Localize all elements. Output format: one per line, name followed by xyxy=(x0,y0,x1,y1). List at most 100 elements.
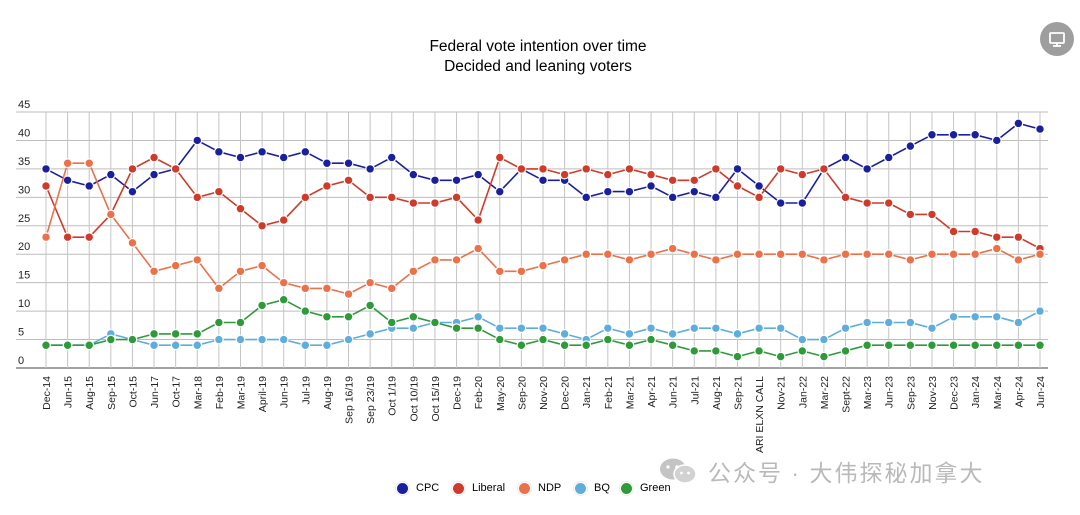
data-point xyxy=(473,243,484,254)
y-tick-label: 25 xyxy=(18,213,30,225)
data-point xyxy=(84,158,95,169)
x-tick-label: Mar-24 xyxy=(992,376,1004,409)
legend-label: NDP xyxy=(538,482,562,494)
x-tick-label: ARI ELXN CALL xyxy=(754,376,766,453)
data-point xyxy=(624,328,635,339)
data-point xyxy=(127,186,138,197)
data-point xyxy=(494,266,505,277)
data-point xyxy=(883,249,894,260)
data-point xyxy=(84,181,95,191)
legend-item-green[interactable]: Green xyxy=(620,478,671,498)
y-tick-label: 35 xyxy=(18,156,30,168)
x-tick-label: Jan-24 xyxy=(970,376,982,408)
data-point xyxy=(927,129,937,140)
x-tick-label: Mar-22 xyxy=(819,376,831,409)
data-point xyxy=(278,152,289,163)
data-point xyxy=(559,169,570,180)
x-tick-label: Aug-15 xyxy=(84,376,96,410)
chart-menu-button[interactable] xyxy=(1040,22,1074,56)
x-tick-label: Jun-21 xyxy=(668,376,680,408)
legend-label: Green xyxy=(640,482,671,494)
data-point xyxy=(278,277,289,288)
data-point xyxy=(149,169,159,180)
data-point xyxy=(430,317,440,328)
x-tick-label: Oct 15/19 xyxy=(430,376,442,422)
legend-swatch xyxy=(396,481,409,495)
data-point xyxy=(127,237,138,248)
data-point xyxy=(41,163,51,174)
data-point xyxy=(538,334,548,345)
data-point xyxy=(300,192,311,203)
data-point xyxy=(775,198,786,208)
data-point xyxy=(819,255,829,265)
data-point xyxy=(322,283,332,294)
data-point xyxy=(754,249,764,260)
legend-item-cpc[interactable]: CPC xyxy=(396,478,439,498)
data-point xyxy=(883,198,894,208)
legend-item-bq[interactable]: BQ xyxy=(574,478,610,498)
data-point xyxy=(667,340,678,351)
data-point xyxy=(775,163,786,174)
data-point xyxy=(105,209,116,220)
y-tick-label: 45 xyxy=(18,99,30,111)
x-tick-label: Nov-20 xyxy=(538,376,550,410)
data-point xyxy=(754,323,764,334)
data-point xyxy=(624,186,635,197)
data-point xyxy=(927,323,937,334)
data-point xyxy=(257,300,267,311)
data-point xyxy=(862,340,873,351)
data-point xyxy=(105,169,116,180)
y-axis: 0 5 10 15 20 25 30 35 40 45 xyxy=(18,99,30,367)
x-tick-label: Jun-17 xyxy=(149,376,161,408)
data-point xyxy=(322,340,332,351)
y-tick-label: 5 xyxy=(18,327,24,339)
data-point xyxy=(797,346,808,356)
data-point xyxy=(451,192,462,203)
data-point xyxy=(646,334,656,345)
data-point xyxy=(192,340,203,351)
data-point xyxy=(862,249,873,260)
data-point xyxy=(213,334,224,345)
data-point xyxy=(386,192,397,203)
x-tick-label: Jun-23 xyxy=(884,376,896,408)
data-point xyxy=(559,328,570,339)
data-point xyxy=(84,340,95,351)
data-point xyxy=(494,152,505,163)
data-point xyxy=(970,129,981,140)
x-tick-label: Oct 1/19 xyxy=(387,376,399,416)
data-point xyxy=(667,328,678,339)
y-tick-label: 20 xyxy=(18,241,30,253)
data-point xyxy=(365,328,376,339)
legend-item-ndp[interactable]: NDP xyxy=(518,478,561,498)
data-point xyxy=(192,192,203,203)
data-point xyxy=(927,340,937,351)
data-point xyxy=(538,323,548,334)
data-point xyxy=(602,169,613,180)
data-point xyxy=(689,249,700,260)
data-point xyxy=(948,311,959,322)
legend-swatch xyxy=(620,481,633,495)
x-tick-label: Oct 10/19 xyxy=(408,376,420,422)
data-point xyxy=(581,249,592,260)
data-point xyxy=(819,351,829,362)
legend-item-liberal[interactable]: Liberal xyxy=(452,478,505,498)
x-tick-label: Mar-18 xyxy=(192,376,204,409)
data-point xyxy=(192,328,203,339)
data-point xyxy=(365,163,376,174)
x-tick-label: April-19 xyxy=(257,376,269,412)
chart-subtitle: Decided and leaning voters xyxy=(444,58,632,75)
data-point xyxy=(775,249,786,260)
x-tick-label: Dec-19 xyxy=(452,376,464,410)
data-point xyxy=(516,163,527,174)
data-point xyxy=(689,175,700,186)
x-tick-label: Feb-21 xyxy=(603,376,615,409)
data-point xyxy=(948,249,959,260)
data-point xyxy=(710,323,721,334)
data-point xyxy=(862,317,873,328)
data-point xyxy=(970,340,981,351)
series-green xyxy=(41,294,1045,362)
data-point xyxy=(516,340,527,351)
x-tick-label: Dec-20 xyxy=(560,376,572,410)
legend-swatch xyxy=(574,481,587,495)
data-point xyxy=(41,340,51,351)
